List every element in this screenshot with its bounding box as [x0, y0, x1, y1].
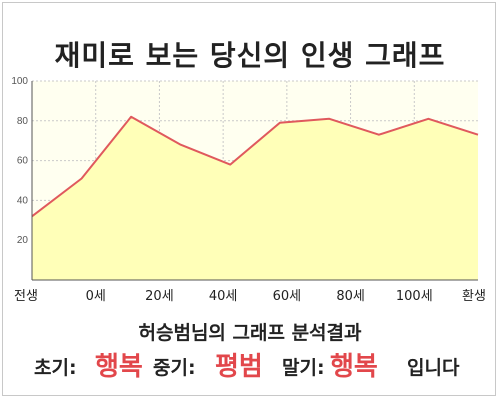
late-label: 말기: [282, 357, 325, 379]
y-tick-label: 20 [17, 235, 29, 246]
early-value: 행복 [95, 352, 143, 382]
y-tick-label: 40 [17, 195, 29, 206]
series-line [31, 115, 479, 218]
x-tick-label: 40세 [209, 289, 238, 304]
chart-frame [2, 2, 496, 396]
y-tick-label: 80 [17, 116, 29, 127]
late-value: 행복 [330, 352, 378, 382]
chart-title: 재미로 보는 당신의 인생 그래프 [54, 39, 446, 72]
x-tick-label: 20세 [145, 289, 174, 304]
ending-text: 입니다 [407, 357, 460, 379]
analysis-summary: 초기: 행복 중기: 평범 말기: 행복 입니다 [0, 344, 500, 384]
x-tick-label: 환생 [462, 289, 486, 304]
y-tick-label: 100 [11, 76, 28, 87]
x-tick-label: 100세 [396, 289, 433, 304]
mid-label: 중기: [153, 357, 196, 379]
series-area [32, 116, 478, 280]
x-tick-label: 80세 [336, 289, 365, 304]
analysis-subtitle: 허승범님의 그래프 분석결과 [138, 322, 362, 344]
mid-value: 평범 [215, 352, 263, 382]
y-tick-label: 60 [17, 156, 29, 167]
early-label: 초기: [34, 357, 77, 379]
x-tick-label: 전생 [14, 289, 38, 304]
x-tick-label: 60세 [273, 289, 302, 304]
x-tick-label: 0세 [86, 289, 106, 304]
